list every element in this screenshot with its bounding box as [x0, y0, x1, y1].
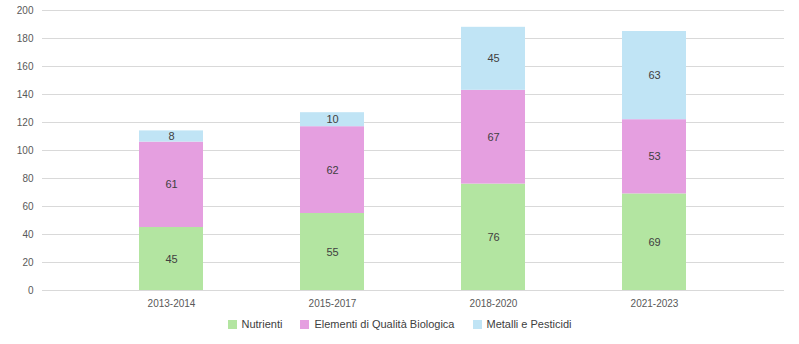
svg-text:53: 53 — [648, 150, 660, 162]
html-text:Nutrienti: Nutrienti — [241, 318, 283, 330]
svg-text:160: 160 — [17, 61, 34, 72]
svg-text:100: 100 — [17, 145, 34, 156]
svg-text:80: 80 — [22, 173, 34, 184]
svg-text:61: 61 — [165, 178, 177, 190]
svg-text:45: 45 — [165, 253, 177, 265]
svg-text:2013-2014: 2013-2014 — [148, 298, 196, 309]
svg-text:2021-2023: 2021-2023 — [631, 298, 679, 309]
svg-text:63: 63 — [648, 69, 660, 81]
svg-text:10: 10 — [326, 113, 338, 125]
svg-text:69: 69 — [648, 236, 660, 248]
svg-text:40: 40 — [22, 229, 34, 240]
svg-text:2015-2017: 2015-2017 — [309, 298, 357, 309]
svg-text:55: 55 — [326, 246, 338, 258]
svg-text:140: 140 — [17, 89, 34, 100]
svg-text:2018-2020: 2018-2020 — [470, 298, 518, 309]
svg-text:45: 45 — [487, 52, 499, 64]
svg-text:120: 120 — [17, 117, 34, 128]
html-text:Metalli e Pesticidi: Metalli e Pesticidi — [486, 318, 572, 330]
svg-text:8: 8 — [168, 130, 174, 142]
svg-text:0: 0 — [28, 285, 34, 296]
svg-text:180: 180 — [17, 33, 34, 44]
svg-text:60: 60 — [22, 201, 34, 212]
svg-text:67: 67 — [487, 131, 499, 143]
svg-text:200: 200 — [17, 5, 34, 16]
svg-text:20: 20 — [22, 257, 34, 268]
html-text:Elementi di Qualità Biologica: Elementi di Qualità Biologica — [314, 318, 455, 330]
svg-text:76: 76 — [487, 231, 499, 243]
svg-text:62: 62 — [326, 164, 338, 176]
